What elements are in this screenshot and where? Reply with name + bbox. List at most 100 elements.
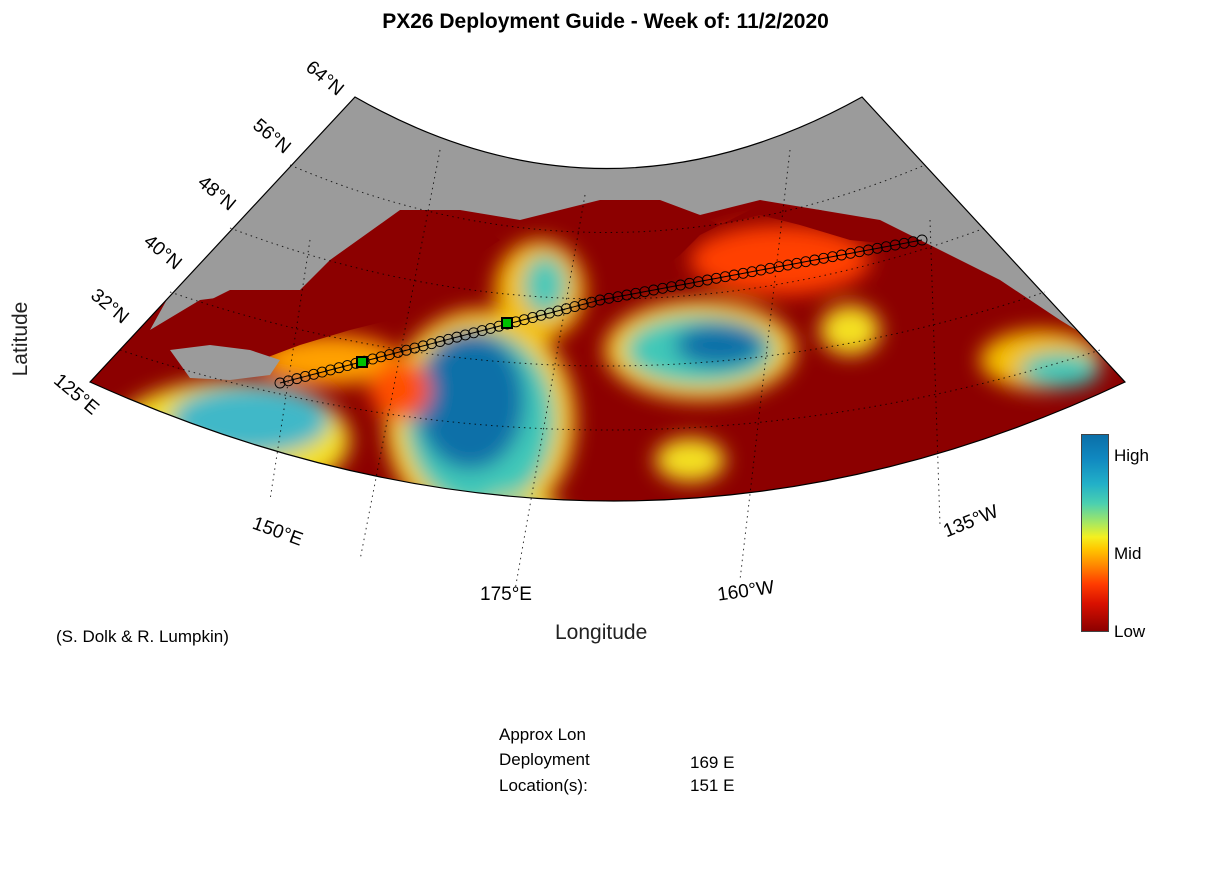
transect-point: [535, 309, 547, 321]
deployment-header: Approx Lon: [499, 725, 586, 744]
transect-point: [791, 257, 803, 269]
transect-point: [782, 259, 794, 271]
transect-point: [880, 241, 892, 253]
transect-point: [434, 336, 446, 347]
map-frame: [88, 96, 1126, 502]
transect-point: [639, 286, 651, 298]
transect-point: [737, 267, 749, 279]
land-north: [150, 97, 1125, 360]
deployment-value-2: 151 E: [690, 776, 735, 795]
transect-point: [800, 256, 812, 268]
transect-point: [569, 301, 581, 313]
transect-point: [417, 340, 429, 352]
transect-point: [308, 368, 320, 380]
transect-point: [400, 344, 412, 356]
deployment-label-2: Location(s):: [499, 776, 588, 795]
transect-point: [518, 314, 530, 326]
transect-point: [844, 247, 856, 259]
transect-point: [773, 261, 785, 273]
lon-tick-175e: 175°E: [480, 584, 532, 605]
deployment-marker-169e: [501, 317, 513, 329]
transect-point: [544, 307, 555, 319]
colorbar-high-label: High: [1114, 446, 1149, 465]
transect-line: [279, 239, 923, 384]
transect-point: [728, 269, 740, 281]
transect-point: [836, 249, 847, 261]
x-axis-label: Longitude: [555, 621, 648, 644]
transect-point: [675, 279, 686, 291]
colorbar: [1081, 434, 1109, 632]
lon-tick-150e: 150°E: [249, 513, 305, 551]
transect-point: [325, 364, 336, 376]
transect-point: [809, 254, 821, 266]
transect-point: [274, 377, 286, 389]
colorbar-mid-label: Mid: [1114, 544, 1142, 563]
transect-point: [630, 287, 642, 299]
transect-point: [692, 276, 704, 288]
transect-point: [586, 296, 598, 308]
px26-transect: [274, 234, 928, 389]
transect-point: [333, 362, 345, 374]
transect-point: [666, 281, 678, 293]
transect-point: [612, 291, 624, 303]
page-title: PX26 Deployment Guide - Week of: 11/2/20…: [382, 10, 829, 33]
transect-point: [552, 305, 564, 317]
transect-point: [409, 342, 421, 354]
transect-point: [683, 277, 695, 289]
y-axis-label: Latitude: [9, 301, 32, 377]
transect-point: [392, 346, 404, 358]
transect-point: [459, 329, 471, 341]
graticule: [119, 149, 1101, 591]
transect-point: [476, 325, 488, 337]
transect-point: [719, 271, 731, 283]
transect-point: [657, 282, 669, 294]
transect-point: [898, 237, 910, 249]
lon-tick-160w: 160°W: [716, 577, 776, 606]
transect-point: [299, 370, 311, 382]
transect-point: [384, 349, 395, 361]
credit-text: (S. Dolk & R. Lumpkin): [56, 627, 229, 646]
transect-point: [316, 366, 328, 378]
transect-point: [426, 338, 438, 350]
transect-point: [871, 242, 883, 254]
transect-point: [485, 322, 496, 334]
transect-point: [375, 351, 387, 363]
transect-point: [621, 289, 633, 301]
transect-point: [916, 234, 928, 246]
deployment-label-1: Deployment: [499, 750, 590, 769]
transect-point: [862, 244, 874, 256]
transect-point: [291, 373, 303, 385]
transect-point: [468, 327, 480, 339]
transect-point: [755, 264, 767, 276]
lat-tick-48n: 48°N: [193, 172, 239, 215]
lat-tick-32n: 32°N: [86, 285, 132, 328]
transect-point: [710, 272, 722, 284]
lat-tick-64n: 64°N: [301, 57, 347, 100]
lat-tick-40n: 40°N: [139, 231, 185, 274]
ocean-field: [90, 97, 1125, 501]
transect-point: [746, 266, 758, 278]
transect-point: [451, 331, 463, 343]
transect-point: [648, 284, 660, 296]
transect-point: [764, 262, 776, 274]
transect-point: [701, 274, 713, 286]
deployment-marker-151e: [356, 356, 368, 368]
transect-point: [907, 236, 919, 248]
lon-tick-135w: 135°W: [940, 501, 1001, 542]
transect-point: [603, 292, 615, 304]
transect-point: [827, 251, 839, 263]
transect-point: [341, 360, 353, 371]
transect-point: [442, 333, 454, 345]
transect-point: [853, 246, 865, 258]
transect-point: [577, 298, 589, 310]
transect-point: [594, 294, 606, 306]
transect-point: [889, 239, 901, 251]
lat-tick-56n: 56°N: [248, 115, 294, 158]
transect-point: [818, 252, 830, 264]
deployment-value-1: 169 E: [690, 753, 735, 772]
transect-point: [282, 375, 294, 387]
transect-point: [527, 312, 539, 323]
colorbar-low-label: Low: [1114, 622, 1146, 641]
transect-point: [560, 303, 572, 315]
